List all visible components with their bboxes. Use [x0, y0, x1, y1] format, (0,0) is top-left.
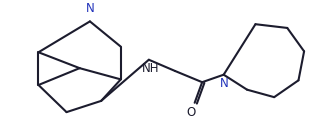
Text: O: O — [186, 106, 195, 119]
Text: N: N — [86, 2, 94, 15]
Text: NH: NH — [142, 62, 159, 75]
Text: N: N — [220, 77, 229, 90]
